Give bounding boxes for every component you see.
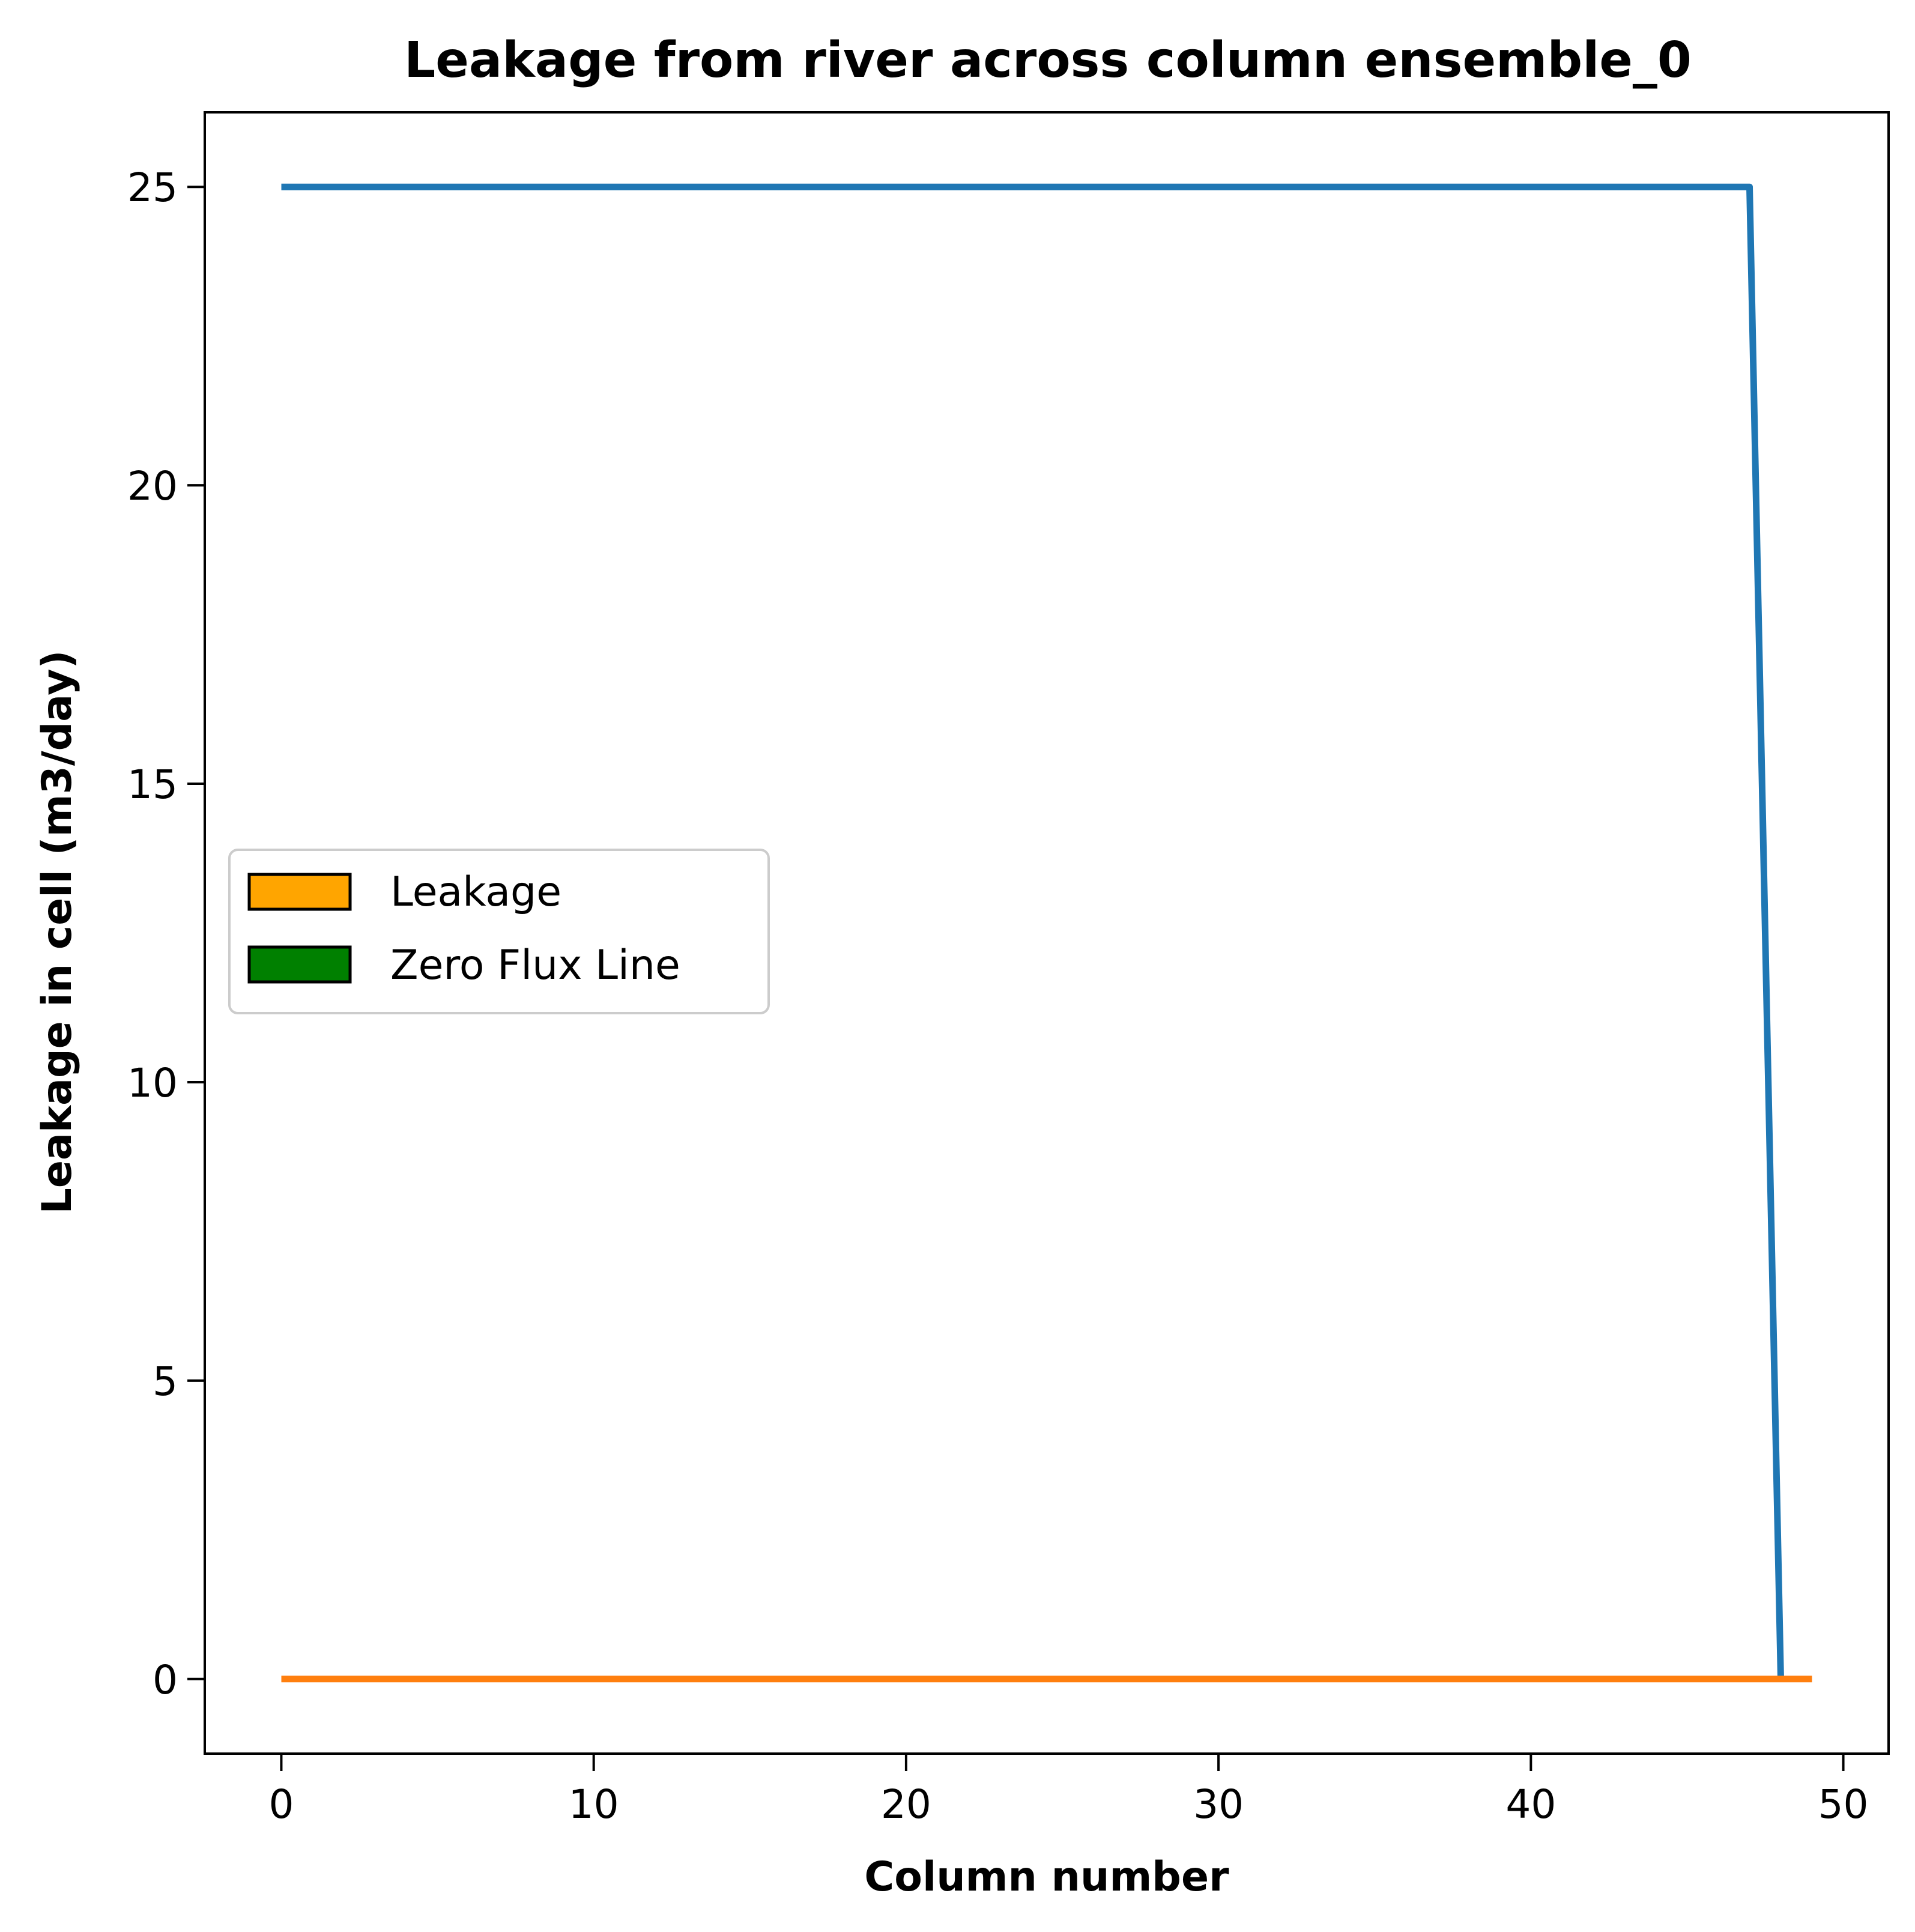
y-tick-label: 25 — [127, 165, 178, 211]
legend-swatch-leakage — [247, 873, 352, 911]
chart-title: Leakage from river across column ensembl… — [404, 32, 1692, 89]
legend-label-zero-flux-line: Zero Flux Line — [390, 942, 680, 989]
y-tick-label: 20 — [127, 463, 178, 509]
x-tick-label: 10 — [569, 1781, 619, 1828]
x-tick-label: 40 — [1505, 1781, 1556, 1828]
series-layer — [281, 183, 1812, 1683]
y-tick-label: 5 — [153, 1358, 178, 1405]
plot-area-frame — [204, 111, 1890, 1755]
x-tick-label: 0 — [268, 1781, 294, 1828]
y-axis-label: Leakage in cell (m3/day) — [34, 650, 81, 1214]
legend-swatch-zero-flux-line — [247, 945, 352, 984]
x-tick-label: 30 — [1193, 1781, 1244, 1828]
x-axis-ticks: 0 10 20 30 40 50 — [268, 1754, 1869, 1828]
y-tick-label: 15 — [127, 762, 178, 808]
y-tick-label: 0 — [153, 1657, 178, 1703]
legend: Leakage Zero Flux Line — [228, 849, 770, 1014]
y-axis-ticks: 0 5 10 15 20 25 — [127, 165, 205, 1703]
series-line-0 — [281, 183, 1784, 1679]
legend-label-leakage: Leakage — [390, 868, 561, 916]
x-axis-label: Column number — [864, 1853, 1229, 1901]
x-tick-label: 50 — [1818, 1781, 1869, 1828]
y-tick-label: 10 — [127, 1060, 178, 1106]
x-tick-label: 20 — [881, 1781, 931, 1828]
legend-box — [228, 849, 770, 1014]
